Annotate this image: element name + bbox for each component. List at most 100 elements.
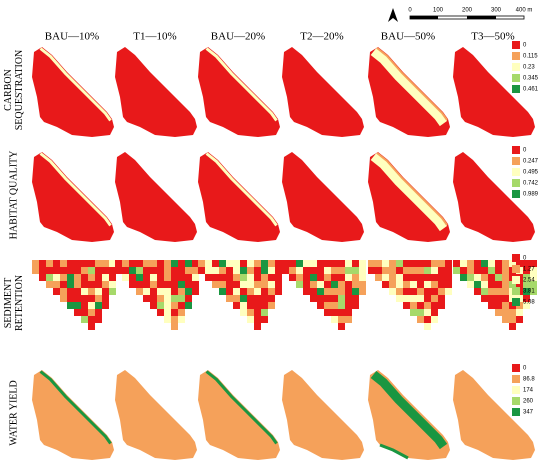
column-title: T2—20% — [300, 31, 343, 43]
scale-label: 400 m — [516, 8, 533, 14]
map-cell — [240, 295, 247, 302]
map-cell — [424, 316, 431, 323]
map-cell — [233, 302, 240, 309]
map-cell — [171, 281, 178, 288]
map-cell — [233, 295, 240, 302]
map-cell — [102, 288, 109, 295]
map-cell — [136, 260, 143, 267]
map-cell — [247, 288, 254, 295]
map-cell — [268, 281, 275, 288]
map-cell — [495, 281, 502, 288]
map-cell — [185, 274, 192, 281]
map-area — [115, 370, 197, 460]
map-cell — [282, 267, 289, 274]
map-cell — [359, 288, 366, 295]
legend-label: 0 — [523, 366, 527, 372]
map-cell — [74, 288, 81, 295]
map-cell — [81, 302, 88, 309]
map-cell — [474, 281, 481, 288]
row-label: CARBON — [3, 69, 14, 111]
map-cell — [516, 309, 523, 316]
map-cell — [303, 288, 310, 295]
map-cell — [164, 274, 171, 281]
map-cell — [171, 316, 178, 323]
map-cell — [247, 316, 254, 323]
map-cell — [345, 274, 352, 281]
map-cell — [233, 274, 240, 281]
map-cell — [488, 295, 495, 302]
map-cell — [460, 267, 467, 274]
map-cell — [150, 260, 157, 267]
map — [368, 47, 450, 137]
legend-swatch — [512, 63, 520, 71]
map-cell — [74, 309, 81, 316]
map-cell — [410, 281, 417, 288]
legend-label: 0 — [523, 148, 527, 154]
legend-swatch — [512, 364, 520, 372]
map-cell — [424, 281, 431, 288]
map-cell — [523, 295, 530, 302]
map-cell — [403, 288, 410, 295]
legend-swatch — [512, 254, 520, 262]
map-cell — [331, 288, 338, 295]
map-cell — [95, 302, 102, 309]
map-cell — [150, 295, 157, 302]
map-cell — [247, 274, 254, 281]
scale-label: 100 — [433, 8, 444, 14]
map — [368, 260, 452, 330]
legend-swatch — [512, 85, 520, 93]
map-cell — [424, 274, 431, 281]
map-cell — [438, 260, 445, 267]
map-cell — [296, 267, 303, 274]
map-cell — [431, 260, 438, 267]
map-cell — [198, 260, 205, 267]
map-cell — [178, 302, 185, 309]
map-cell — [368, 260, 375, 267]
map-cell — [509, 323, 516, 330]
legend-swatch — [512, 265, 520, 273]
map-cell — [352, 295, 359, 302]
map-cell — [233, 267, 240, 274]
map-cell — [95, 309, 102, 316]
map-cell — [417, 302, 424, 309]
map-cell — [122, 260, 129, 267]
map-cell — [530, 260, 537, 267]
map-cell — [60, 281, 67, 288]
map-cell — [39, 260, 46, 267]
map-cell — [481, 274, 488, 281]
map-cell — [164, 309, 171, 316]
map-cell — [424, 295, 431, 302]
map-edge — [39, 370, 112, 445]
map-cell — [143, 295, 150, 302]
legend-label: 0.23 — [523, 65, 535, 71]
map-cell — [74, 295, 81, 302]
map-cell — [247, 309, 254, 316]
map-cell — [331, 274, 338, 281]
map-cell — [178, 316, 185, 323]
map-cell — [88, 281, 95, 288]
map-cell — [275, 288, 282, 295]
legend-swatch — [512, 41, 520, 49]
map — [115, 260, 199, 330]
map-cell — [495, 274, 502, 281]
map-cell — [481, 288, 488, 295]
map-cell — [431, 302, 438, 309]
map-cell — [192, 267, 199, 274]
map-cell — [502, 288, 509, 295]
map-cell — [324, 302, 331, 309]
map — [32, 47, 114, 137]
map-cell — [403, 260, 410, 267]
map-cell — [88, 302, 95, 309]
map-cell — [516, 316, 523, 323]
map-cell — [129, 274, 136, 281]
map-cell — [95, 267, 102, 274]
map-cell — [382, 274, 389, 281]
map-cell — [495, 295, 502, 302]
map — [32, 152, 114, 242]
map-cell — [164, 316, 171, 323]
map — [282, 152, 364, 242]
map-cell — [502, 267, 509, 274]
map-cell — [102, 274, 109, 281]
map-cell — [516, 260, 523, 267]
map-cell — [438, 295, 445, 302]
